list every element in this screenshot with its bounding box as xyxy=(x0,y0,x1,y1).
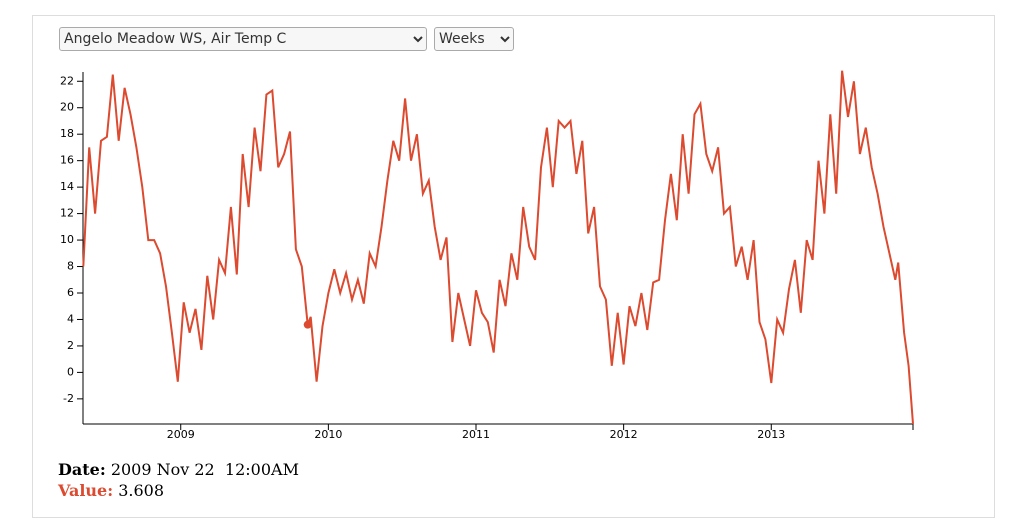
value-value: 3.608 xyxy=(118,481,165,500)
x-tick-label: 2011 xyxy=(462,428,490,441)
x-tick-label: 2013 xyxy=(757,428,785,441)
x-tick-label: 2010 xyxy=(314,428,342,441)
y-tick-label: 20 xyxy=(60,101,74,114)
value-row: Value: 3.608 xyxy=(58,480,299,501)
y-tick-label: 16 xyxy=(60,154,74,167)
value-label: Value: xyxy=(58,481,114,500)
y-tick-label: 0 xyxy=(67,365,74,378)
y-tick-label: -2 xyxy=(63,392,74,405)
x-tick-label: 2009 xyxy=(167,428,195,441)
readout: Date: 2009 Nov 22 12:00AM Value: 3.608 xyxy=(58,459,299,501)
x-tick-label: 2012 xyxy=(610,428,638,441)
y-tick-label: 22 xyxy=(60,74,74,87)
station-select[interactable]: Angelo Meadow WS, Air Temp C xyxy=(59,27,427,51)
y-tick-label: 18 xyxy=(60,127,74,140)
series-line xyxy=(82,70,914,425)
hover-point xyxy=(303,320,312,329)
y-tick-label: 4 xyxy=(67,312,74,325)
date-row: Date: 2009 Nov 22 12:00AM xyxy=(58,459,299,480)
period-select[interactable]: Weeks xyxy=(434,27,514,51)
y-tick-label: 8 xyxy=(67,260,74,273)
y-tick-label: 10 xyxy=(60,233,74,246)
y-tick-label: 6 xyxy=(67,286,74,299)
y-tick-label: 2 xyxy=(67,339,74,352)
y-tick-label: 12 xyxy=(60,207,74,220)
date-label: Date: xyxy=(58,460,106,479)
date-value: 2009 Nov 22 12:00AM xyxy=(110,460,299,479)
panel xyxy=(32,15,995,518)
y-tick-label: 14 xyxy=(60,180,74,193)
